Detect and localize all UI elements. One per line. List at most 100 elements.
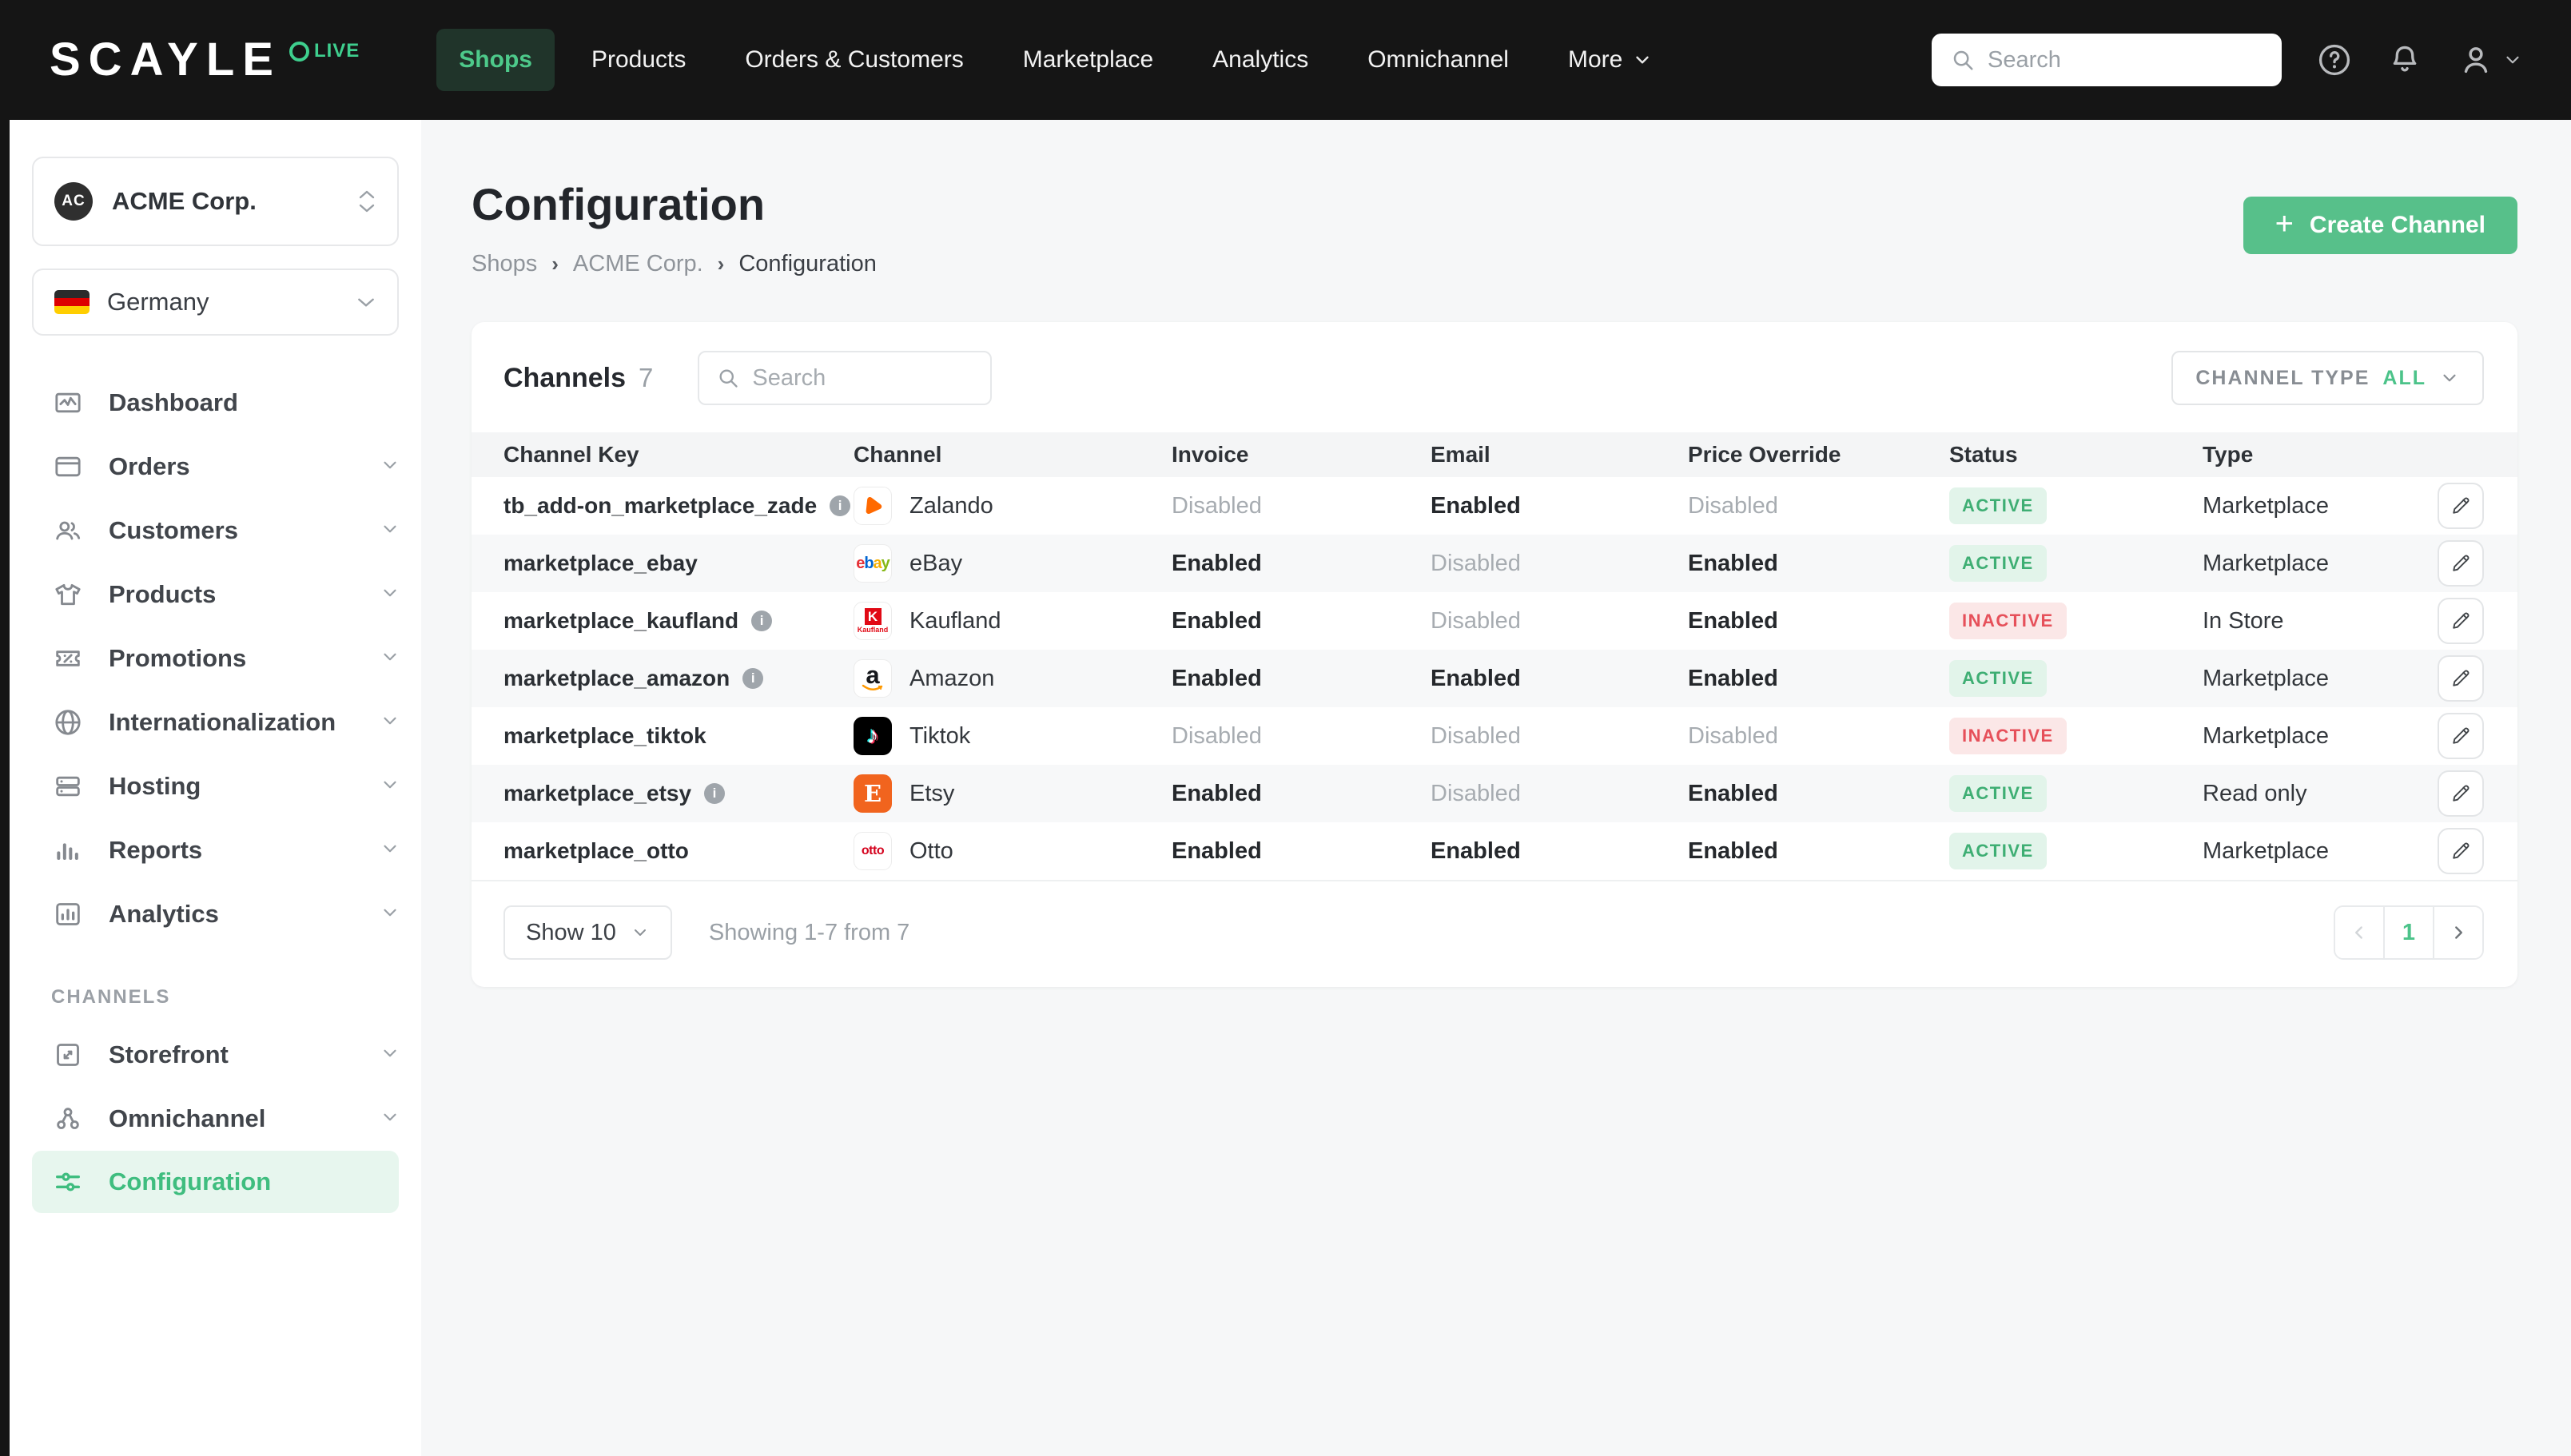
sidebar-item-promotions[interactable]: Promotions: [10, 627, 421, 690]
price-override-value: Enabled: [1688, 837, 1778, 864]
invoice-value: Enabled: [1172, 607, 1262, 634]
type-value: Marketplace: [2203, 665, 2329, 691]
nav-marketplace[interactable]: Marketplace: [1022, 46, 1154, 73]
customers-icon: [51, 515, 85, 547]
breadcrumb-acme-corp[interactable]: ACME Corp.: [572, 251, 703, 276]
channel-key-cell: tb_add-on_marketplace_zade i: [503, 493, 854, 519]
sidebar-item-configuration[interactable]: Configuration: [32, 1151, 399, 1213]
table-row[interactable]: marketplace_otto otto Otto Enabled Enabl…: [472, 822, 2517, 880]
chevron-down-icon: [380, 774, 400, 799]
edit-channel-button[interactable]: [2438, 540, 2484, 587]
chevron-left-icon: [2355, 926, 2362, 939]
channel-key-cell: marketplace_otto: [503, 838, 854, 864]
sidebar-item-products[interactable]: Products: [10, 563, 421, 627]
sidebar-item-analytics[interactable]: Analytics: [10, 882, 421, 946]
chevron-down-icon: [380, 455, 400, 479]
channel-key-cell: marketplace_kaufland i: [503, 608, 854, 634]
nav-orders-customers[interactable]: Orders & Customers: [745, 46, 964, 73]
live-label: LIVE: [313, 40, 360, 62]
channels-search-input[interactable]: Search: [698, 351, 993, 405]
status-badge: ACTIVE: [1949, 833, 2047, 869]
info-icon[interactable]: i: [830, 495, 851, 516]
table-row[interactable]: marketplace_tiktok ♪ Tiktok Disabled Dis…: [472, 707, 2517, 765]
channel-logo: E: [854, 774, 892, 813]
sidebar-item-storefront[interactable]: Storefront: [10, 1023, 421, 1087]
page-size-select[interactable]: Show 10: [503, 905, 672, 960]
edit-channel-button[interactable]: [2438, 598, 2484, 644]
create-channel-button[interactable]: + Create Channel: [2243, 197, 2517, 254]
global-search-input[interactable]: Search: [1932, 34, 2282, 86]
breadcrumb-shops[interactable]: Shops: [472, 251, 538, 276]
chevron-up-down-icon: [357, 189, 376, 213]
info-icon[interactable]: i: [742, 668, 764, 689]
nav-analytics[interactable]: Analytics: [1212, 46, 1309, 73]
sidebar: AC ACME Corp. Germany Dashboard Orders: [10, 120, 421, 1456]
edit-channel-button[interactable]: [2438, 713, 2484, 759]
edit-channel-button[interactable]: [2438, 770, 2484, 817]
chevron-down-icon: [634, 929, 646, 936]
column-header-invoice: Invoice: [1172, 442, 1249, 467]
globe-icon: [51, 706, 85, 738]
edit-channel-button[interactable]: [2438, 655, 2484, 702]
user-menu-button[interactable]: [2458, 42, 2523, 78]
country-selector[interactable]: Germany: [32, 269, 399, 336]
type-value: Read only: [2203, 780, 2307, 806]
table-body: tb_add-on_marketplace_zade i Zalando Dis…: [472, 477, 2517, 880]
nav-products[interactable]: Products: [591, 46, 687, 73]
table-row[interactable]: marketplace_kaufland i K Kaufland Kauflan…: [472, 592, 2517, 650]
sidebar-item-customers[interactable]: Customers: [10, 499, 421, 563]
sidebar-item-internationalization[interactable]: Internationalization: [10, 690, 421, 754]
sidebar-item-hosting[interactable]: Hosting: [10, 754, 421, 818]
channel-key-cell: marketplace_tiktok: [503, 723, 854, 749]
table-row[interactable]: marketplace_amazon i a Amazon Enabled En…: [472, 650, 2517, 707]
chevron-down-icon: [380, 519, 400, 543]
tiktok-logo-icon: ♪: [854, 717, 892, 755]
channel-type-filter-label: CHANNEL TYPE: [2195, 366, 2370, 389]
price-override-value: Disabled: [1688, 492, 1778, 519]
shop-selector[interactable]: AC ACME Corp.: [32, 157, 399, 246]
column-header-channel: Channel: [854, 442, 942, 467]
page-number-button[interactable]: 1: [2383, 907, 2433, 958]
user-icon: [2464, 47, 2488, 74]
status-badge: ACTIVE: [1949, 775, 2047, 812]
germany-flag-icon: [54, 290, 90, 314]
channel-cell: E Etsy: [854, 774, 1172, 813]
breadcrumb: Shops › ACME Corp. › Configuration: [472, 251, 877, 277]
info-icon[interactable]: i: [751, 611, 773, 631]
table-header-row: Channel Key Channel Invoice Email Price …: [472, 432, 2517, 477]
sidebar-item-label: Internationalization: [109, 708, 336, 736]
nav-more[interactable]: More: [1546, 29, 1675, 91]
channel-logo: otto: [854, 832, 892, 870]
notifications-button[interactable]: [2387, 42, 2422, 78]
help-button[interactable]: [2317, 42, 2352, 78]
type-value: Marketplace: [2203, 837, 2329, 864]
sidebar-item-reports[interactable]: Reports: [10, 818, 421, 882]
column-header-price-override: Price Override: [1688, 442, 1841, 467]
bell-icon: [2393, 46, 2417, 72]
etsy-logo-icon: E: [854, 774, 892, 813]
next-page-button[interactable]: [2433, 907, 2482, 958]
edit-channel-button[interactable]: [2438, 828, 2484, 874]
sidebar-item-orders[interactable]: Orders: [10, 435, 421, 499]
channel-type-filter[interactable]: CHANNEL TYPE ALL: [2171, 351, 2484, 405]
zalando-logo-icon: [854, 487, 892, 525]
info-icon[interactable]: i: [704, 783, 726, 804]
channel-cell: ♪ Tiktok: [854, 717, 1172, 755]
sidebar-item-omnichannel[interactable]: Omnichannel: [10, 1087, 421, 1151]
shop-avatar: AC: [54, 182, 93, 221]
edit-channel-button[interactable]: [2438, 483, 2484, 529]
nav-omnichannel[interactable]: Omnichannel: [1367, 46, 1509, 73]
previous-page-button[interactable]: [2335, 907, 2383, 958]
channel-name: Kaufland: [909, 607, 1001, 634]
channels-card: Channels 7 Search CHANNEL TYPE ALL Chann…: [472, 322, 2517, 987]
table-row[interactable]: tb_add-on_marketplace_zade i Zalando Dis…: [472, 477, 2517, 535]
table-row[interactable]: marketplace_etsy i E Etsy Enabled Disabl…: [472, 765, 2517, 822]
status-badge: INACTIVE: [1949, 718, 2067, 754]
channel-cell: K Kaufland Kaufland: [854, 602, 1172, 640]
channels-title: Channels: [503, 362, 627, 393]
sidebar-item-dashboard[interactable]: Dashboard: [10, 371, 421, 435]
nav-shops[interactable]: Shops: [436, 29, 555, 91]
